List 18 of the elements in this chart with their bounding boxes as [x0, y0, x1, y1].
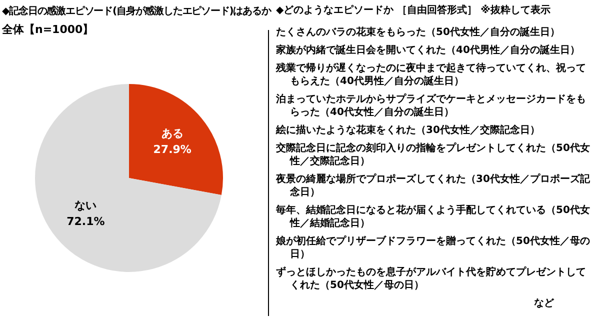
- text: など: [533, 297, 555, 310]
- text: 泊まっていたホテルからサプライズでケーキとメッセージカードをもらった（40代女性／自分の誕生日）: [276, 93, 587, 119]
- data-label: 72.1%: [66, 214, 105, 228]
- text: たくさんのバラの花束をもらった（50代女性／自分の誕生日）: [276, 26, 561, 39]
- text: ずっとほしかったものを息子がアルバイト代を貯めてプレゼントしてくれた（50代女性／母の日）: [276, 266, 587, 292]
- data-label: 27.9%: [153, 142, 192, 156]
- text: 残業で帰りが遅くなったのに夜中まで起きて待っていてくれ、祝ってもらえた（40代男性／自分の誕生日）: [276, 62, 587, 88]
- text: 絵に描いたような花束をくれた（30代女性／交際記念日）: [276, 124, 541, 137]
- text: 家族が内緒で誕生日会を開いてくれた（40代男性／自分の誕生日）: [276, 44, 581, 57]
- text: 交際記念日に記念の刻印入りの指輪をプレゼントしてくれた（50代女性／交際記念日）: [276, 142, 591, 168]
- text: ◆どのようなエピソードか ［自由回答形式］ ※抜粋して表示: [276, 4, 552, 17]
- text: 娘が初任給でプリザーブドフラワーを贈ってくれた（50代女性／母の日）: [276, 235, 591, 261]
- slice-label: ない: [74, 198, 97, 212]
- slice-label: ある: [161, 126, 184, 140]
- chart-title: ◆記念日の感激エピソード(自身が感激したエピソード)はあるか: [2, 4, 271, 18]
- text: 毎年、結婚記念日になると花が届くよう手配してくれている（50代女性／結婚記念日）: [276, 204, 591, 230]
- text: 夜景の綺麗な場所でプロポーズしてくれた（30代女性／プロポーズ記念日）: [276, 173, 591, 199]
- chart-subtitle: 全体【n=1000】: [2, 22, 94, 37]
